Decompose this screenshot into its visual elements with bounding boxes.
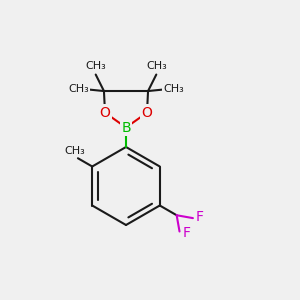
Text: F: F bbox=[196, 210, 203, 224]
Text: CH₃: CH₃ bbox=[163, 84, 184, 94]
Text: O: O bbox=[142, 106, 152, 120]
Text: CH₃: CH₃ bbox=[146, 61, 167, 71]
Text: CH₃: CH₃ bbox=[85, 61, 106, 71]
Text: B: B bbox=[121, 121, 131, 134]
Text: CH₃: CH₃ bbox=[68, 84, 89, 94]
Text: CH₃: CH₃ bbox=[64, 146, 85, 156]
Text: F: F bbox=[182, 226, 190, 240]
Text: O: O bbox=[100, 106, 110, 120]
